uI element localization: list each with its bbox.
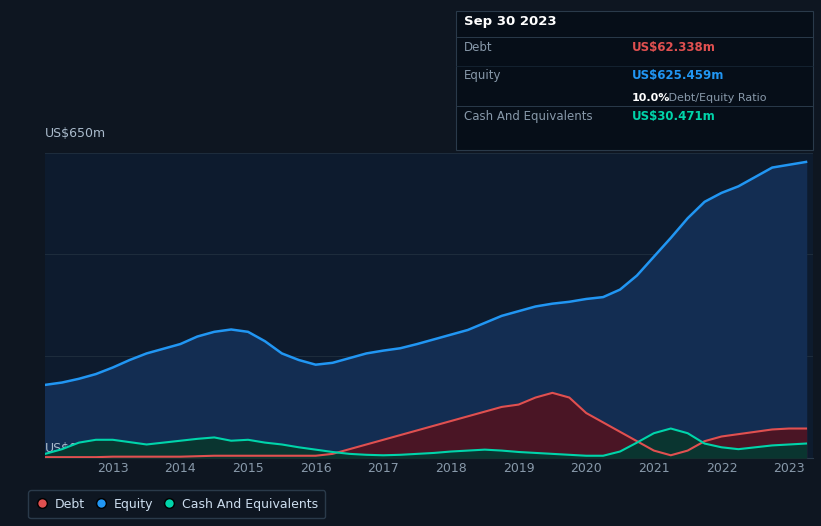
- Text: Debt/Equity Ratio: Debt/Equity Ratio: [665, 93, 767, 103]
- Text: 10.0%: 10.0%: [632, 93, 671, 103]
- Text: US$30.471m: US$30.471m: [632, 110, 716, 123]
- Text: Equity: Equity: [464, 69, 502, 83]
- Text: Debt: Debt: [464, 41, 493, 54]
- Text: US$62.338m: US$62.338m: [632, 41, 716, 54]
- Text: Sep 30 2023: Sep 30 2023: [464, 15, 557, 28]
- Legend: Debt, Equity, Cash And Equivalents: Debt, Equity, Cash And Equivalents: [29, 490, 325, 519]
- Text: Cash And Equivalents: Cash And Equivalents: [464, 110, 593, 123]
- Text: US$0: US$0: [45, 441, 78, 454]
- Text: US$650m: US$650m: [45, 127, 106, 140]
- Text: US$625.459m: US$625.459m: [632, 69, 725, 83]
